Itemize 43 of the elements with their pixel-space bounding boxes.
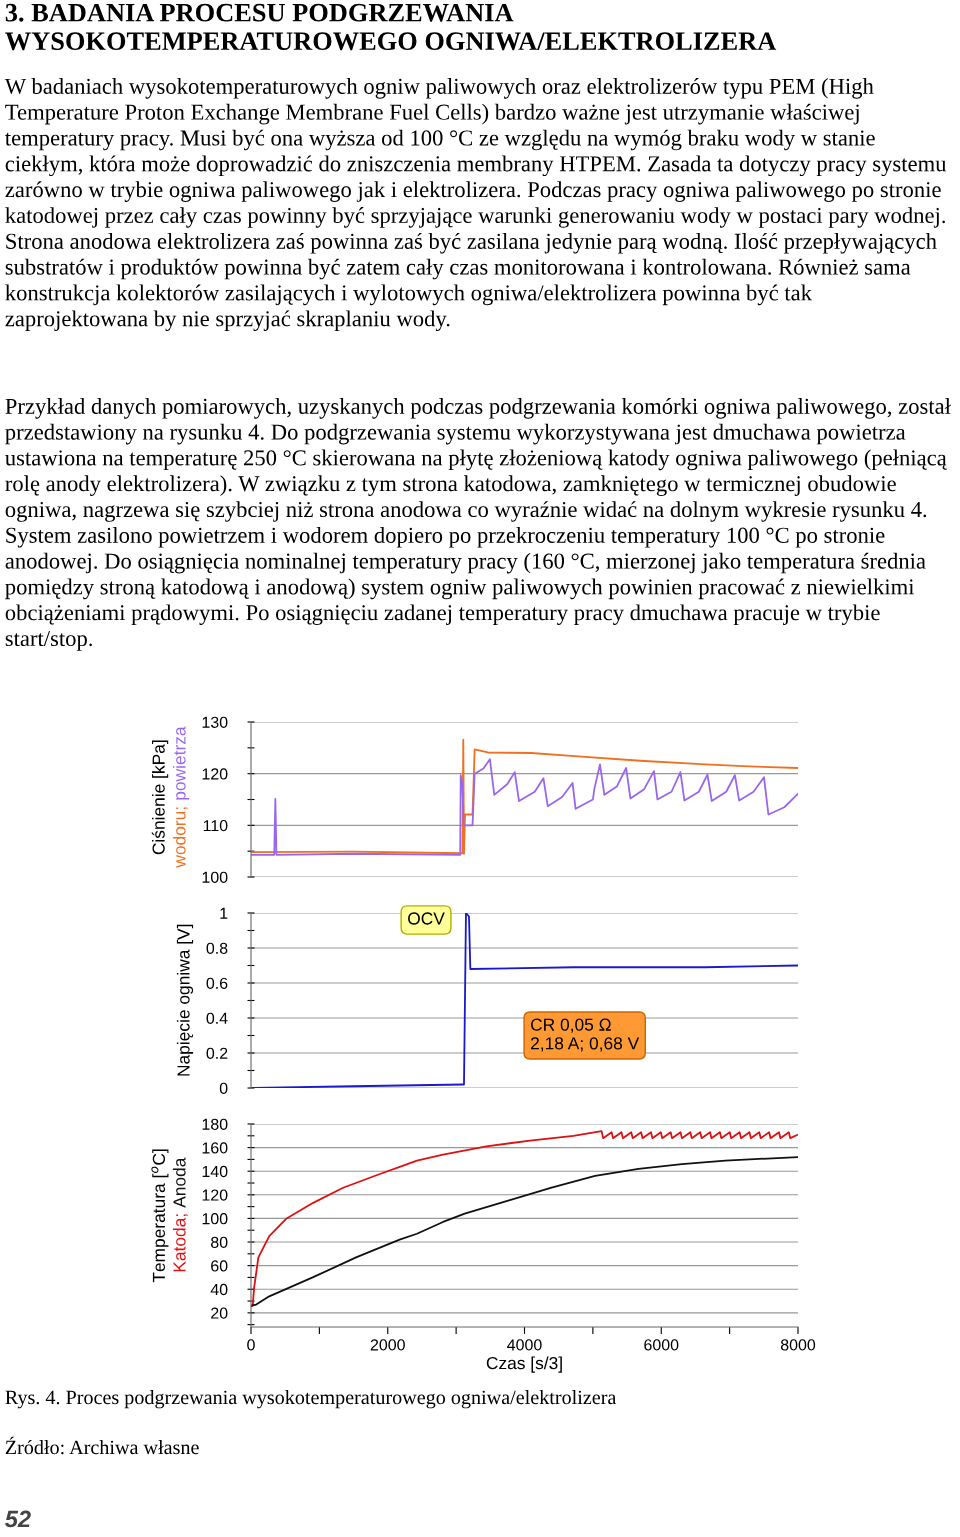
- y-axis-title: Temperatura [$^{o}$C]: [151, 1149, 169, 1283]
- y-tick-label: 0.2: [206, 1047, 228, 1059]
- line-series: [251, 913, 798, 1088]
- text: Przykład danych pomiarowych, uzyskanych podczas podgrzewania komórki ogniwa paliwowego, został przedstawiony na rysunku 4. Do podgrzewania systemu wykorzystywana jest dmuchawa powietrza ustawiona na temperaturę 250 °C skierowana na płytę złożeniową katody ogniwa paliwowego (pełniącą rolę anody elektrolizera). W związku z tym strona katodowa, zamkniętego w termicznej obudowie ogniwa, nagrzewa się szybciej niż strona anodowa co wyraźnie widać na dolnym wykresie rysunku 4. System zasilono powietrzem i wodorem dopiero po przekroczeniu temperatury 100 °C po stronie anodowej. Do osiągnięcia nominalnej temperatury pracy (160 °C, mierzonej jako temperatura średnia pomiędzy stroną katodową i anodową) system ogniw paliwowych powinien pracować z niewielkimi obciążeniami prądowymi. Po osiągnięciu zadanej temperatury pracy dmuchawa pracuje w trybie start/stop.: [5, 398, 951, 651]
- x-axis-title: Czas [s/3]: [486, 1356, 562, 1373]
- y-tick-label: 160: [202, 1142, 228, 1154]
- text: Rys. 4. Proces podgrzewania wysokotemperaturowego ogniwa/elektrolizera: [5, 1390, 617, 1409]
- y-tick-label: 0.6: [206, 977, 228, 989]
- chart-title: 3. BADANIA PROCESU PODGRZEWANIA WYSOKOTEMPERATUROWEGO OGNIWA/ELEKTROLIZERA: [5, 3, 777, 51]
- y-axis-title: Napięcie ogniwa [V]: [176, 924, 194, 1076]
- y-tick-label: 120: [202, 768, 228, 780]
- x-tick-label: 8000: [780, 1339, 816, 1351]
- y-tick-label: 140: [202, 1165, 228, 1178]
- y-tick-label: 0.4: [206, 1012, 228, 1024]
- y-tick-label: 60: [211, 1260, 228, 1272]
- y-tick-label: 20: [211, 1307, 228, 1319]
- x-tick-label: 0: [247, 1339, 255, 1351]
- annotation: CR 0,05 Ω 2,18 A; 0,68 V: [531, 1018, 640, 1052]
- y-tick-label: 100: [202, 1213, 228, 1225]
- text: wodoru;: [172, 807, 188, 868]
- y-tick-label: 0: [219, 1082, 228, 1094]
- text: Katoda;: [172, 1214, 188, 1272]
- text: 52: [5, 1510, 31, 1528]
- y-tick-label: 40: [210, 1283, 228, 1296]
- x-tick-label: 6000: [644, 1339, 679, 1351]
- text: W badaniach wysokotemperaturowych ogniw paliwowych oraz elektrolizerów typu PEM (High Temperature Proton Exchange Membrane Fuel Cells) bardzo ważne jest utrzymanie właściwej temperatury pracy. Musi być ona wyższa od 100 °C ze względu na wymóg braku wody w stanie ciekłym, która może doprowadzić do zniszczenia membrany HTPEM. Zasada ta dotyczy pracy systemu zarówno w trybie ogniwa paliwowego jak i elektrolizera. Podczas pracy ogniwa paliwowego po stronie katodowej przez cały czas powinny być sprzyjające warunki generowaniu wody w postaci pary wodnej. Strona anodowa elektrolizera zaś powinna zaś być zasilana jedynie parą wodną. Ilość przepływających substratów i produktów powinna być zatem cały czas monitorowana i kontrolowana. Również sama konstrukcja kolektorów zasilających i wylotowych ogniwa/elektrolizera powinna być tak zaprojektowana by nie sprzyjać skraplaniu wody.: [4, 78, 947, 332]
- line-series: [251, 758, 798, 856]
- x-tick-label: 4000: [507, 1339, 542, 1351]
- y-axis-title: Ciśnienie [kPa]: [151, 740, 169, 855]
- y-tick-label: 180: [202, 1118, 228, 1130]
- y-tick-label: 120: [202, 1189, 228, 1201]
- line-series: [251, 738, 798, 855]
- x-tick-label: 2000: [370, 1339, 405, 1351]
- y-tick-label: 1: [220, 907, 228, 919]
- annotation: OCV: [408, 912, 445, 925]
- y-tick-label: 100: [202, 871, 228, 883]
- y-tick-label: 110: [203, 819, 228, 832]
- y-tick-label: 0.8: [206, 942, 228, 954]
- text: powietrza: [172, 726, 190, 800]
- y-tick-label: 80: [211, 1236, 228, 1248]
- text: Źródło: Archiwa własne: [5, 1436, 199, 1455]
- text: Anoda: [172, 1157, 186, 1208]
- y-tick-label: 130: [202, 716, 228, 728]
